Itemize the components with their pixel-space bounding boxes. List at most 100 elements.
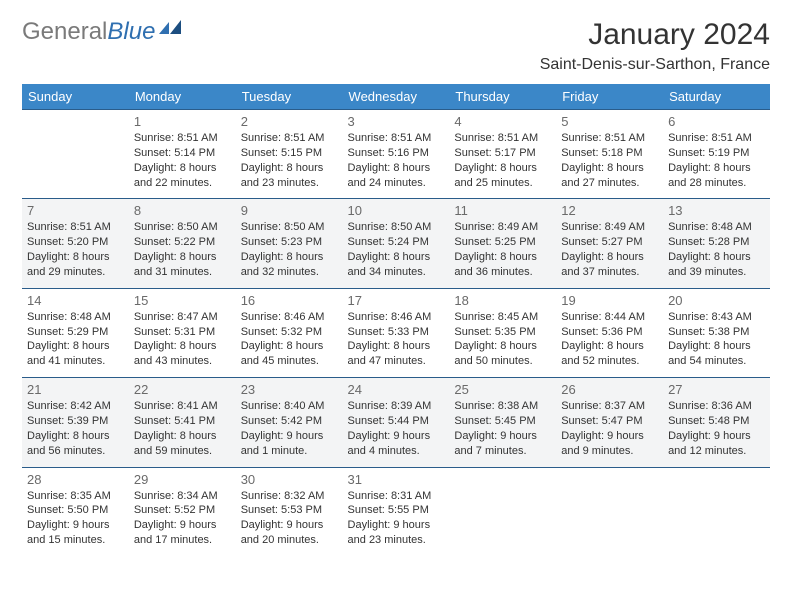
day-number: 22: [134, 382, 231, 397]
day-info-line: and 9 minutes.: [561, 444, 658, 459]
day-info-line: Sunrise: 8:48 AM: [27, 310, 124, 325]
weekday-header: Sunday: [22, 84, 129, 110]
day-info-line: Sunset: 5:16 PM: [348, 146, 445, 161]
day-info-line: Daylight: 9 hours: [27, 518, 124, 533]
day-number: 4: [454, 114, 551, 129]
day-info-line: Sunrise: 8:48 AM: [668, 220, 765, 235]
day-info-line: Daylight: 8 hours: [134, 429, 231, 444]
day-info: Sunrise: 8:49 AMSunset: 5:27 PMDaylight:…: [561, 220, 658, 279]
day-info: Sunrise: 8:45 AMSunset: 5:35 PMDaylight:…: [454, 310, 551, 369]
day-info-line: Sunset: 5:52 PM: [134, 503, 231, 518]
calendar-day-cell: 19 Sunrise: 8:44 AMSunset: 5:36 PMDayligh…: [556, 288, 663, 377]
day-info-line: Daylight: 8 hours: [27, 339, 124, 354]
day-info-line: and 36 minutes.: [454, 265, 551, 280]
day-info-line: Sunrise: 8:51 AM: [561, 131, 658, 146]
day-info-line: Sunset: 5:44 PM: [348, 414, 445, 429]
day-info-line: Sunset: 5:14 PM: [134, 146, 231, 161]
day-info-line: Sunset: 5:19 PM: [668, 146, 765, 161]
calendar-day-cell: 18Sunrise: 8:45 AMSunset: 5:35 PMDayligh…: [449, 288, 556, 377]
day-info-line: Sunrise: 8:50 AM: [134, 220, 231, 235]
day-info-line: Sunset: 5:53 PM: [241, 503, 338, 518]
day-info: Sunrise: 8:48 AMSunset: 5:29 PMDaylight:…: [27, 310, 124, 369]
page-header: GeneralBlue January 2024 Saint-Denis-sur…: [22, 18, 770, 74]
calendar-day-cell: 26Sunrise: 8:37 AMSunset: 5:47 PMDayligh…: [556, 378, 663, 467]
day-info-line: Sunrise: 8:42 AM: [27, 399, 124, 414]
day-number: 13: [668, 203, 765, 218]
weekday-header: Wednesday: [343, 84, 450, 110]
day-info: Sunrise: 8:35 AMSunset: 5:50 PMDaylight:…: [27, 489, 124, 548]
calendar-day-cell: 21Sunrise: 8:42 AMSunset: 5:39 PMDayligh…: [22, 378, 129, 467]
day-info: Sunrise: 8:47 AMSunset: 5:31 PMDaylight:…: [134, 310, 231, 369]
calendar-day-cell: 7Sunrise: 8:51 AMSunset: 5:20 PMDaylight…: [22, 199, 129, 288]
day-info-line: and 52 minutes.: [561, 354, 658, 369]
calendar-day-cell: 17Sunrise: 8:46 AMSunset: 5:33 PMDayligh…: [343, 288, 450, 377]
day-info-line: Sunrise: 8:38 AM: [454, 399, 551, 414]
calendar-week-row: 21Sunrise: 8:42 AMSunset: 5:39 PMDayligh…: [22, 378, 770, 467]
day-number: 30: [241, 472, 338, 487]
day-info-line: Sunrise: 8:49 AM: [454, 220, 551, 235]
day-info-line: and 45 minutes.: [241, 354, 338, 369]
day-info-line: Daylight: 8 hours: [348, 161, 445, 176]
day-info: Sunrise: 8:43 AMSunset: 5:38 PMDaylight:…: [668, 310, 765, 369]
day-info-line: Sunrise: 8:51 AM: [454, 131, 551, 146]
day-info-line: Daylight: 8 hours: [668, 250, 765, 265]
day-info-line: Sunset: 5:38 PM: [668, 325, 765, 340]
day-info-line: and 29 minutes.: [27, 265, 124, 280]
day-number: 27: [668, 382, 765, 397]
day-info-line: Daylight: 8 hours: [348, 339, 445, 354]
day-number: 2: [241, 114, 338, 129]
day-number: 8: [134, 203, 231, 218]
calendar-day-cell: 1Sunrise: 8:51 AMSunset: 5:14 PMDaylight…: [129, 110, 236, 199]
day-info-line: Sunrise: 8:45 AM: [454, 310, 551, 325]
day-info: Sunrise: 8:44 AMSunset: 5:36 PMDaylight:…: [561, 310, 658, 369]
calendar-day-cell: 11Sunrise: 8:49 AMSunset: 5:25 PMDayligh…: [449, 199, 556, 288]
day-info: Sunrise: 8:51 AMSunset: 5:16 PMDaylight:…: [348, 131, 445, 190]
day-info-line: Sunset: 5:31 PM: [134, 325, 231, 340]
day-info-line: and 20 minutes.: [241, 533, 338, 548]
day-number: 11: [454, 203, 551, 218]
day-info-line: Sunrise: 8:50 AM: [348, 220, 445, 235]
calendar-day-cell: [22, 110, 129, 199]
day-info-line: Sunset: 5:55 PM: [348, 503, 445, 518]
day-info-line: Sunrise: 8:31 AM: [348, 489, 445, 504]
day-number: 19: [561, 293, 658, 308]
day-info-line: Sunset: 5:15 PM: [241, 146, 338, 161]
day-number: 24: [348, 382, 445, 397]
calendar-day-cell: 10Sunrise: 8:50 AMSunset: 5:24 PMDayligh…: [343, 199, 450, 288]
calendar-week-row: 1Sunrise: 8:51 AMSunset: 5:14 PMDaylight…: [22, 110, 770, 199]
day-info: Sunrise: 8:34 AMSunset: 5:52 PMDaylight:…: [134, 489, 231, 548]
day-info-line: Daylight: 9 hours: [241, 429, 338, 444]
day-info-line: Sunset: 5:27 PM: [561, 235, 658, 250]
title-block: January 2024 Saint-Denis-sur-Sarthon, Fr…: [540, 18, 770, 74]
day-info-line: and 54 minutes.: [668, 354, 765, 369]
day-info-line: Daylight: 8 hours: [668, 161, 765, 176]
day-info: Sunrise: 8:50 AMSunset: 5:22 PMDaylight:…: [134, 220, 231, 279]
calendar-day-cell: 6Sunrise: 8:51 AMSunset: 5:19 PMDaylight…: [663, 110, 770, 199]
calendar-day-cell: 8 Sunrise: 8:50 AMSunset: 5:22 PMDaylight…: [129, 199, 236, 288]
calendar-day-cell: 16Sunrise: 8:46 AMSunset: 5:32 PMDayligh…: [236, 288, 343, 377]
weekday-header: Monday: [129, 84, 236, 110]
day-info-line: and 22 minutes.: [134, 176, 231, 191]
day-number: 3: [348, 114, 445, 129]
day-info-line: and 56 minutes.: [27, 444, 124, 459]
calendar-day-cell: 3 Sunrise: 8:51 AMSunset: 5:16 PMDaylight…: [343, 110, 450, 199]
day-number: 25: [454, 382, 551, 397]
day-info-line: and 23 minutes.: [241, 176, 338, 191]
weekday-header-row: Sunday Monday Tuesday Wednesday Thursday…: [22, 84, 770, 110]
day-info-line: and 31 minutes.: [134, 265, 231, 280]
calendar-day-cell: 28Sunrise: 8:35 AMSunset: 5:50 PMDayligh…: [22, 467, 129, 556]
day-info: Sunrise: 8:51 AMSunset: 5:18 PMDaylight:…: [561, 131, 658, 190]
calendar-week-row: 14Sunrise: 8:48 AMSunset: 5:29 PMDayligh…: [22, 288, 770, 377]
calendar-day-cell: 9Sunrise: 8:50 AMSunset: 5:23 PMDaylight…: [236, 199, 343, 288]
day-info-line: and 39 minutes.: [668, 265, 765, 280]
day-info-line: Sunrise: 8:43 AM: [668, 310, 765, 325]
day-info-line: Sunset: 5:33 PM: [348, 325, 445, 340]
day-info: Sunrise: 8:51 AMSunset: 5:15 PMDaylight:…: [241, 131, 338, 190]
day-info-line: Sunrise: 8:34 AM: [134, 489, 231, 504]
calendar-day-cell: 25Sunrise: 8:38 AMSunset: 5:45 PMDayligh…: [449, 378, 556, 467]
day-info-line: Sunrise: 8:50 AM: [241, 220, 338, 235]
day-info-line: Sunset: 5:39 PM: [27, 414, 124, 429]
weekday-header: Thursday: [449, 84, 556, 110]
day-info-line: Daylight: 8 hours: [454, 339, 551, 354]
day-info-line: Daylight: 9 hours: [241, 518, 338, 533]
